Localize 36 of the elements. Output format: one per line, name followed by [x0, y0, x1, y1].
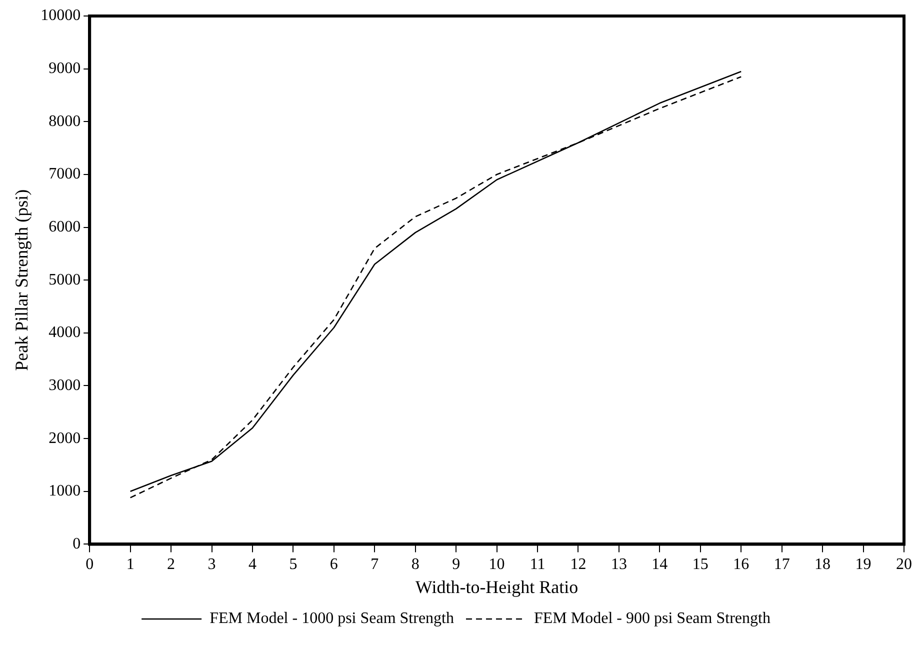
legend-label: FEM Model - 900 psi Seam Strength	[534, 610, 770, 628]
x-tick-label: 0	[86, 556, 94, 574]
x-axis-title: Width-to-Height Ratio	[415, 576, 578, 597]
x-tick-label: 18	[814, 556, 831, 574]
x-tick-label: 9	[452, 556, 460, 574]
x-tick-label: 16	[733, 556, 750, 574]
x-tick-label: 6	[330, 556, 338, 574]
x-tick-label: 20	[896, 556, 912, 574]
y-tick-label: 10000	[40, 7, 81, 24]
x-tick-label: 13	[610, 556, 627, 574]
x-tick-label: 11	[530, 556, 546, 574]
x-tick-label: 5	[289, 556, 298, 574]
x-tick-label: 4	[248, 556, 256, 574]
x-tick-label: 12	[570, 556, 586, 574]
x-tick-label: 14	[652, 556, 668, 574]
x-tick-label: 2	[167, 556, 176, 574]
x-tick-label: 8	[411, 556, 420, 574]
y-tick-label: 3000	[48, 376, 81, 394]
y-tick-label: 2000	[48, 430, 81, 447]
y-axis-title: Peak Pillar Strength (psi)	[12, 189, 32, 371]
x-tick-label: 15	[692, 556, 708, 574]
y-tick-label: 7000	[48, 166, 81, 183]
y-tick-label: 4000	[48, 324, 81, 342]
x-tick-label: 1	[126, 556, 134, 574]
y-tick-label: 9000	[48, 60, 81, 78]
y-tick-label: 8000	[48, 112, 81, 130]
x-tick-label: 10	[488, 556, 505, 574]
x-tick-label: 7	[370, 556, 379, 574]
y-tick-label: 0	[72, 535, 81, 552]
x-tick-label: 17	[774, 556, 790, 574]
x-tick-label: 3	[208, 556, 216, 574]
y-tick-label: 6000	[48, 218, 81, 236]
y-tick-label: 1000	[48, 482, 81, 500]
legend-label: FEM Model - 1000 psi Seam Strength	[210, 610, 454, 628]
x-tick-label: 19	[855, 556, 872, 574]
y-tick-label: 5000	[48, 271, 81, 288]
